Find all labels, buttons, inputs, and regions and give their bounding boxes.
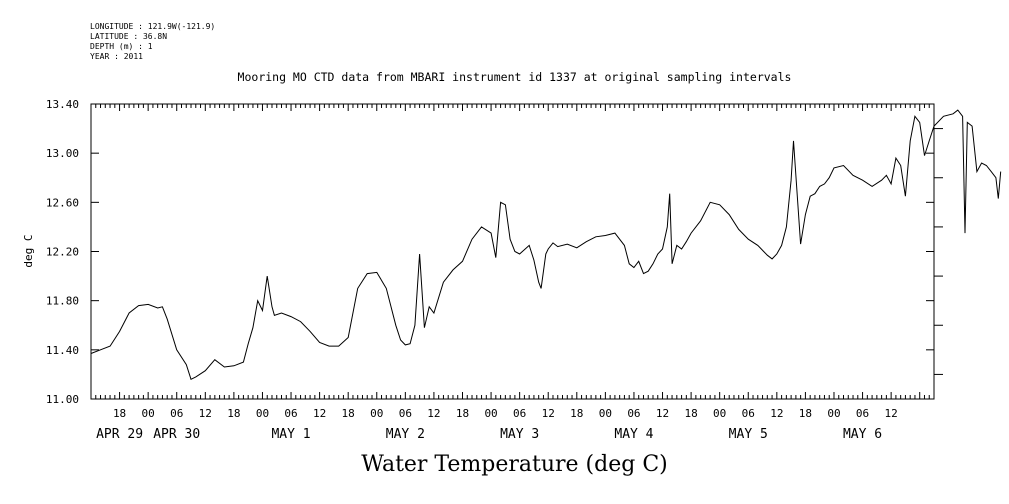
x-tick-label: 12 <box>885 407 898 420</box>
axis-labels: 18 00 06 12 18 00 06 12 18 00 06 12 18 00 06 12 18 00 06 12… <box>46 98 898 442</box>
x-tick-label: 06 <box>170 407 183 420</box>
x-tick-label: 00 <box>256 407 269 420</box>
y-tick-label: 12.20 <box>46 246 79 259</box>
x-tick-label: 06 <box>627 407 640 420</box>
x-day-label: MAY 3 <box>500 427 539 442</box>
x-tick-label: 00 <box>827 407 840 420</box>
y-tick-label: 13.00 <box>46 147 79 160</box>
metadata-block: LONGITUDE : 121.9W(-121.9) LATITUDE : 36… <box>90 22 215 62</box>
x-tick-label: 12 <box>313 407 326 420</box>
x-tick-label: 12 <box>656 407 669 420</box>
x-day-label: MAY 4 <box>614 427 653 442</box>
x-day-label: APR 29 <box>96 427 143 442</box>
chart-title: Mooring MO CTD data from MBARI instrumen… <box>237 70 792 84</box>
series-line <box>90 109 1002 381</box>
x-axis-label: Water Temperature (deg C) <box>361 452 668 477</box>
y-tick-label: 11.00 <box>46 393 79 406</box>
x-tick-label: 06 <box>742 407 755 420</box>
axis-ticks <box>90 103 943 400</box>
longitude-label: LONGITUDE : 121.9W(-121.9) <box>90 22 216 31</box>
y-tick-label: 13.40 <box>46 98 79 111</box>
y-tick-label: 12.60 <box>46 196 79 209</box>
x-tick-label: 06 <box>856 407 869 420</box>
y-axis-label: deg C <box>22 234 35 267</box>
y-tick-label: 11.40 <box>46 344 79 357</box>
x-tick-label: 12 <box>542 407 555 420</box>
x-tick-label: 00 <box>599 407 612 420</box>
x-tick-label: 06 <box>513 407 526 420</box>
x-tick-label: 06 <box>284 407 297 420</box>
x-tick-label: 12 <box>770 407 783 420</box>
x-tick-label: 12 <box>427 407 440 420</box>
x-tick-label: 00 <box>370 407 383 420</box>
x-tick-label: 18 <box>227 407 240 420</box>
y-tick-label: 11.80 <box>46 295 79 308</box>
plot-frame <box>90 103 935 400</box>
latitude-label: LATITUDE : 36.8N <box>90 32 168 41</box>
x-tick-label: 12 <box>199 407 212 420</box>
x-day-label: MAY 5 <box>729 427 768 442</box>
year-label: YEAR : 2011 <box>90 52 143 61</box>
x-day-label: MAY 2 <box>386 427 425 442</box>
depth-label: DEPTH (m) : 1 <box>90 42 153 51</box>
x-day-label: MAY 6 <box>843 427 882 442</box>
x-day-label: APR 30 <box>153 427 200 442</box>
x-tick-label: 18 <box>684 407 697 420</box>
x-tick-label: 00 <box>713 407 726 420</box>
x-tick-label: 00 <box>484 407 497 420</box>
x-tick-label: 18 <box>456 407 469 420</box>
x-tick-label: 06 <box>399 407 412 420</box>
x-tick-label: 18 <box>570 407 583 420</box>
x-tick-label: 00 <box>142 407 155 420</box>
x-tick-label: 18 <box>799 407 812 420</box>
x-tick-label: 18 <box>113 407 126 420</box>
x-day-label: MAY 1 <box>271 427 310 442</box>
x-tick-label: 18 <box>342 407 355 420</box>
